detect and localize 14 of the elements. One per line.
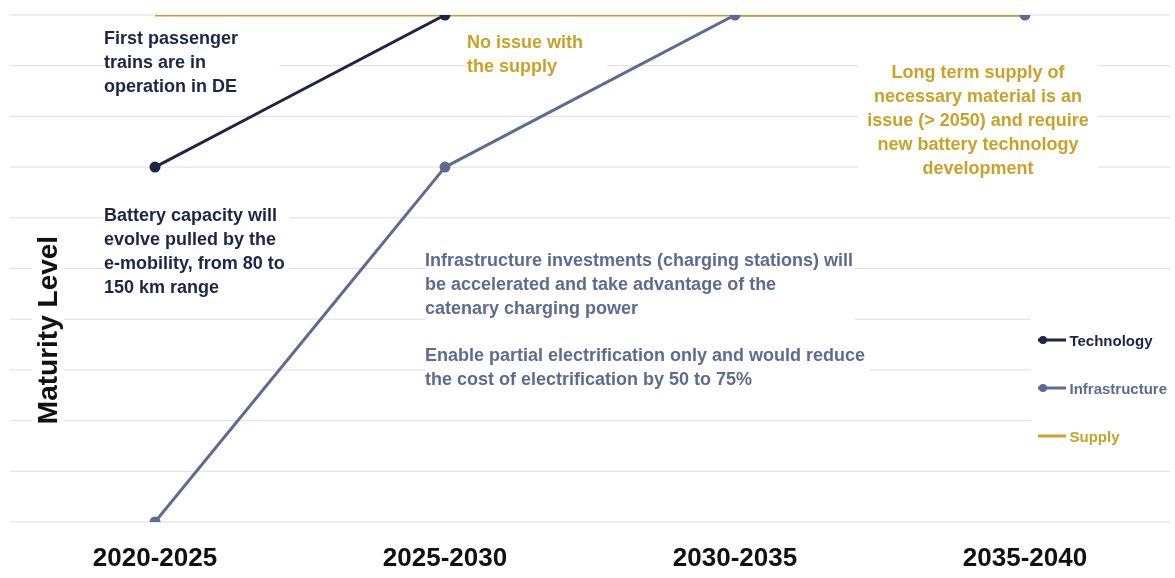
x-tick-label: 2035-2040 — [962, 542, 1088, 573]
annotation: Battery capacity will evolve pulled by the e-mobility, from 80 to 150 km range — [104, 203, 289, 299]
annotation: No issue with the supply — [467, 30, 607, 78]
annotation: Long term supply of necessary material is an issue (> 2050) and require new battery technology development — [858, 60, 1098, 180]
annotation: First passenger trains are in operation in DE — [104, 26, 279, 98]
legend-label: Supply — [1069, 427, 1120, 445]
annotation: Infrastructure investments (charging stations) will be accelerated and take advantage of the catenary charging power — [425, 248, 855, 320]
legend-label: Infrastructure — [1069, 379, 1167, 397]
x-tick-label: 2020-2025 — [92, 542, 218, 573]
x-tick-label: 2025-2030 — [382, 542, 508, 573]
legend-label: Technology — [1069, 331, 1153, 349]
x-tick-label: 2030-2035 — [672, 542, 798, 573]
annotation: Enable partial electrification only and would reduce the cost of electrification by 50 to 75% — [425, 343, 870, 391]
y-axis-title: Maturity Level — [32, 235, 64, 425]
